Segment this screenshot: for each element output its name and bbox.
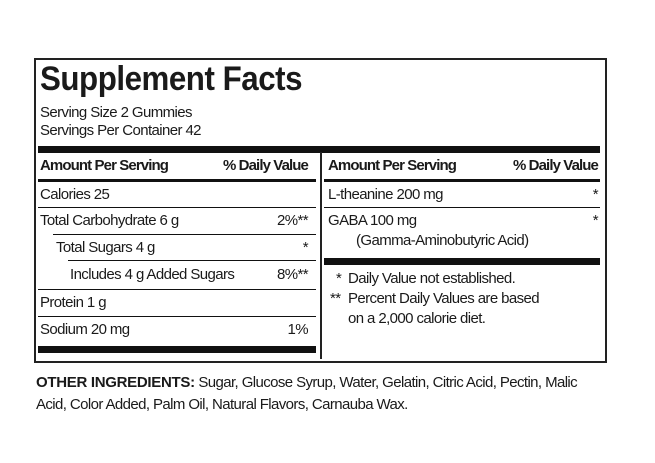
- row-total-sugars: Total Sugars 4 g: [56, 239, 155, 256]
- right-header-dv: % Daily Value: [512, 157, 599, 174]
- serving-size: Serving Size 2 Gummies: [40, 104, 192, 121]
- divider: [38, 316, 316, 317]
- row-calories: Calories 25: [40, 186, 110, 203]
- divider: [38, 207, 316, 208]
- ingredients-line-2: Acid, Color Added, Palm Oil, Natural Fla…: [36, 396, 408, 413]
- footnote-1: Daily Value not established.: [348, 270, 516, 287]
- divider: [68, 260, 316, 261]
- column-divider: [320, 152, 322, 359]
- divider: [53, 234, 316, 235]
- divider: [38, 289, 316, 290]
- panel-title: Supplement Facts: [40, 60, 303, 98]
- dv-total-sugars: *: [302, 239, 309, 256]
- divider: [38, 146, 600, 153]
- row-protein: Protein 1 g: [40, 294, 107, 311]
- footnote-2: Percent Daily Values are based: [348, 290, 540, 307]
- dv-l-theanine: *: [592, 186, 599, 203]
- dv-total-carbohydrate: 2%**: [277, 212, 309, 229]
- dv-gaba: *: [592, 212, 599, 229]
- footnote-1-mark: *: [336, 270, 342, 287]
- row-l-theanine: L-theanine 200 mg: [328, 186, 443, 203]
- supplement-facts-panel: [34, 58, 607, 363]
- row-added-sugars: Includes 4 g Added Sugars: [70, 266, 235, 283]
- servings-per-container: Servings Per Container 42: [40, 122, 202, 139]
- row-sodium: Sodium 20 mg: [40, 321, 130, 338]
- dv-sodium: 1%: [287, 321, 309, 338]
- divider: [324, 207, 600, 208]
- divider: [324, 258, 600, 265]
- row-gaba: GABA 100 mg: [328, 212, 417, 229]
- left-header-dv: % Daily Value: [222, 157, 309, 174]
- ingredients-label: OTHER INGREDIENTS:: [36, 374, 195, 391]
- footnote-2-mark: **: [330, 290, 341, 307]
- other-ingredients: OTHER INGREDIENTS: Sugar, Glucose Syrup,…: [36, 374, 578, 391]
- dv-added-sugars: 8%**: [277, 266, 309, 283]
- row-gaba-sub: (Gamma-Aminobutyric Acid): [356, 232, 529, 249]
- right-header-amount: Amount Per Serving: [328, 157, 457, 174]
- footnote-2b: on a 2,000 calorie diet.: [348, 310, 486, 327]
- divider: [38, 179, 316, 182]
- row-total-carbohydrate: Total Carbohydrate 6 g: [40, 212, 179, 229]
- divider: [38, 346, 316, 353]
- divider: [324, 179, 600, 182]
- ingredients-line-1: Sugar, Glucose Syrup, Water, Gelatin, Ci…: [198, 374, 578, 391]
- left-header-amount: Amount Per Serving: [40, 157, 169, 174]
